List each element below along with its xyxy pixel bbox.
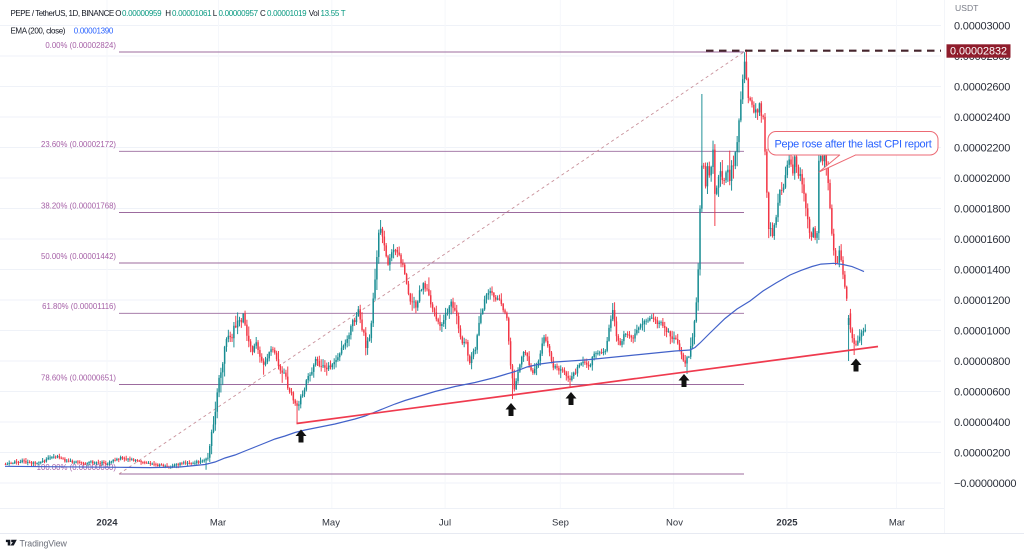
svg-text:0.00002600: 0.00002600 <box>954 81 1010 93</box>
svg-text:0.00002400: 0.00002400 <box>954 112 1010 124</box>
svg-text:0.00001400: 0.00001400 <box>954 264 1010 276</box>
svg-text:0.00001800: 0.00001800 <box>954 203 1010 215</box>
svg-text:0.00002832: 0.00002832 <box>950 46 1007 58</box>
svg-text:0.00001000: 0.00001000 <box>954 325 1010 337</box>
svg-text:23.60% (0.00002172): 23.60% (0.00002172) <box>41 140 116 149</box>
svg-text:2025: 2025 <box>776 518 798 529</box>
svg-text:2024: 2024 <box>96 518 118 529</box>
svg-text:Mar: Mar <box>889 518 905 529</box>
svg-text:0.00000600: 0.00000600 <box>954 386 1010 398</box>
svg-text:0.00001061: 0.00001061 <box>172 9 212 18</box>
svg-text:0.00002200: 0.00002200 <box>954 142 1010 154</box>
svg-text:0.00% (0.00002824): 0.00% (0.00002824) <box>45 41 116 50</box>
svg-text:0.00000957: 0.00000957 <box>219 9 259 18</box>
svg-text:13.55 T: 13.55 T <box>321 9 346 18</box>
svg-text:50.00% (0.00001442): 50.00% (0.00001442) <box>41 252 116 261</box>
svg-text:Nov: Nov <box>666 518 683 529</box>
svg-text:Vol: Vol <box>309 9 320 18</box>
svg-text:EMA (200, close): EMA (200, close) <box>11 27 66 36</box>
svg-text:0.00001019: 0.00001019 <box>267 9 307 18</box>
svg-text:0.00000400: 0.00000400 <box>954 417 1010 429</box>
svg-text:Jul: Jul <box>439 518 451 529</box>
svg-text:Pepe rose after the last CPI r: Pepe rose after the last CPI report <box>774 139 931 151</box>
svg-text:0.00000959: 0.00000959 <box>122 9 162 18</box>
svg-text:−0.00000000: −0.00000000 <box>954 478 1016 490</box>
svg-text:0.00002000: 0.00002000 <box>954 173 1010 185</box>
svg-text:0.00003000: 0.00003000 <box>954 20 1010 32</box>
svg-text:O: O <box>115 9 121 18</box>
svg-text:PEPE / TetherUS, 1D, BINANCE: PEPE / TetherUS, 1D, BINANCE <box>11 9 114 18</box>
svg-text:May: May <box>322 518 340 529</box>
svg-text:0.00001390: 0.00001390 <box>74 27 114 36</box>
svg-text:0.00001600: 0.00001600 <box>954 234 1010 246</box>
svg-text:38.20% (0.00001768): 38.20% (0.00001768) <box>41 201 116 210</box>
svg-text:L: L <box>213 9 218 18</box>
svg-text:0.00000800: 0.00000800 <box>954 356 1010 368</box>
svg-text:H: H <box>165 9 171 18</box>
svg-text:USDT: USDT <box>955 3 979 13</box>
svg-text:Sep: Sep <box>552 518 569 529</box>
svg-text:Mar: Mar <box>210 518 226 529</box>
svg-text:61.80% (0.00001116): 61.80% (0.00001116) <box>42 302 116 311</box>
svg-text:0.00001200: 0.00001200 <box>954 295 1010 307</box>
svg-text:0.00000200: 0.00000200 <box>954 447 1010 459</box>
svg-text:78.60% (0.00000651): 78.60% (0.00000651) <box>41 373 116 382</box>
svg-text:C: C <box>260 9 266 18</box>
svg-text:TradingView: TradingView <box>20 539 68 549</box>
